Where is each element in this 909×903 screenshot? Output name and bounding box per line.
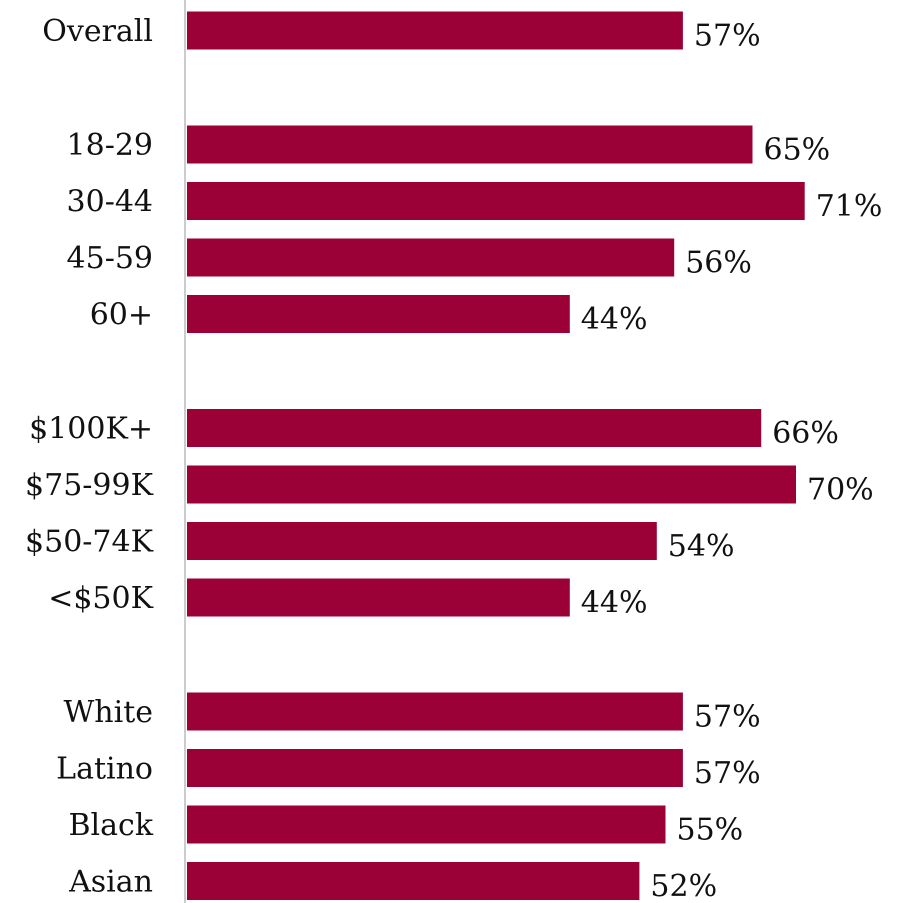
bar-50k — [187, 578, 570, 617]
value-label: 56% — [685, 246, 752, 281]
bar-60 — [187, 295, 570, 333]
value-label: 57% — [694, 700, 761, 735]
bar-white — [187, 692, 683, 731]
value-label: 57% — [694, 756, 761, 791]
bar-75-99k — [187, 465, 796, 504]
value-label: 54% — [668, 529, 735, 564]
category-label: <$50K — [48, 581, 153, 616]
value-label: 52% — [650, 869, 717, 903]
value-label: 71% — [816, 189, 883, 224]
value-labels-group: 57% 65% 71% 56% 44% 66% 70% 54% 44% 57% 57% 55% 52% — [581, 19, 883, 903]
value-label: 65% — [764, 133, 831, 168]
bar-asian — [187, 862, 640, 900]
bars-group — [187, 11, 805, 900]
category-label: Overall — [42, 14, 153, 49]
category-label: Black — [68, 808, 153, 843]
category-label: Asian — [68, 865, 153, 900]
value-label: 44% — [581, 302, 648, 337]
value-label: 55% — [677, 813, 744, 848]
category-label: $100K+ — [29, 412, 153, 447]
category-label: 18-29 — [67, 128, 153, 163]
bar-latino — [187, 749, 683, 787]
category-label: 45-59 — [67, 241, 153, 276]
value-label: 66% — [772, 416, 839, 451]
bar-50-74k — [187, 522, 657, 560]
category-label: 30-44 — [67, 185, 153, 220]
bar-100k — [187, 409, 762, 447]
bar-black — [187, 805, 666, 844]
value-label: 70% — [807, 473, 874, 508]
value-label: 57% — [694, 19, 761, 54]
category-labels-group: Overall 18-29 30-44 45-59 60+ $100K+ $75-99K $5… — [25, 14, 154, 900]
category-label: $50-74K — [25, 525, 154, 560]
category-label: $75-99K — [25, 468, 154, 503]
bar-45-59 — [187, 238, 675, 277]
value-label: 44% — [581, 586, 648, 621]
category-label: Latino — [56, 752, 153, 787]
bar-18-29 — [187, 125, 753, 164]
bar-30-44 — [187, 182, 805, 220]
bar-overall — [187, 11, 683, 50]
category-label: 60+ — [90, 298, 153, 333]
category-label: White — [63, 695, 153, 730]
